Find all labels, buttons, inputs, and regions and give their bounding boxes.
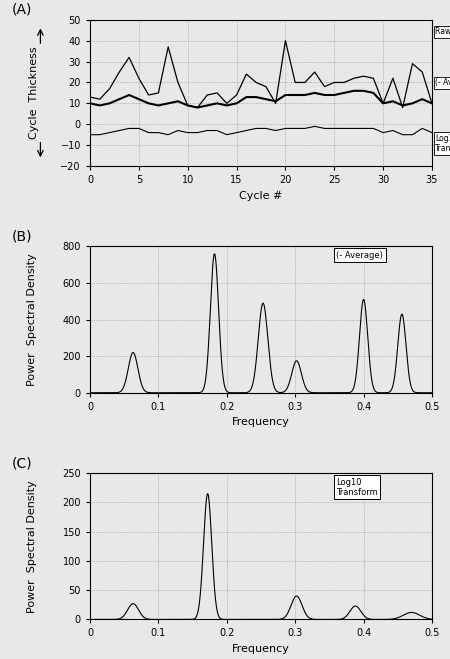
Text: (- Average): (- Average) bbox=[436, 78, 450, 87]
X-axis label: Frequency: Frequency bbox=[232, 417, 290, 427]
Text: (B): (B) bbox=[11, 229, 32, 244]
Text: Log10
Transform: Log10 Transform bbox=[436, 134, 450, 154]
Y-axis label: Power  Spectral Density: Power Spectral Density bbox=[27, 480, 37, 613]
Text: (A): (A) bbox=[11, 3, 32, 17]
Text: (C): (C) bbox=[11, 456, 32, 471]
Text: Raw Data: Raw Data bbox=[436, 27, 450, 36]
Text: Cycle  Thickness: Cycle Thickness bbox=[28, 47, 39, 139]
X-axis label: Cycle #: Cycle # bbox=[239, 190, 283, 200]
Text: (- Average): (- Average) bbox=[336, 251, 383, 260]
X-axis label: Frequency: Frequency bbox=[232, 644, 290, 654]
Y-axis label: Power  Spectral Density: Power Spectral Density bbox=[27, 253, 37, 386]
Text: Log10
Transform: Log10 Transform bbox=[336, 478, 378, 497]
